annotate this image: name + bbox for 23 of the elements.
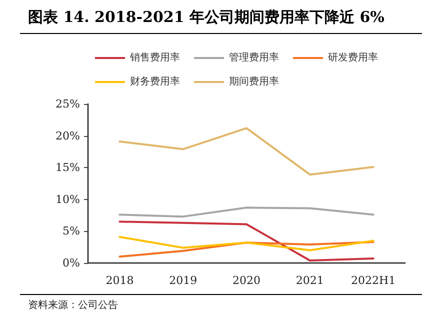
y-tick-label: 25% — [56, 98, 80, 110]
line-series — [118, 220, 374, 262]
legend-label: 销售费用率 — [129, 52, 180, 64]
line-series — [118, 206, 374, 218]
x-tick-label: 2018 — [106, 274, 134, 287]
legend-label: 财务费用率 — [130, 76, 180, 88]
y-tick-label: 20% — [56, 129, 80, 142]
legend-label: 研发费用率 — [328, 52, 378, 64]
y-tick-label: 5% — [62, 224, 80, 238]
line-series — [118, 236, 374, 252]
y-tick-label: 10% — [56, 192, 80, 206]
x-tick-label: 2021 — [296, 274, 324, 287]
x-tick-label: 2020 — [232, 274, 260, 287]
x-tick-label: 2022H1 — [351, 274, 396, 287]
line-series — [118, 127, 374, 176]
y-tick-label: 0% — [62, 256, 80, 270]
line-series — [118, 241, 374, 258]
legend-label: 管理费用率 — [229, 52, 279, 64]
x-tick-label: 2019 — [169, 274, 198, 287]
chart-title: 图表 14. 2018-2021 年公司期间费用率下降近 6% — [28, 8, 384, 27]
y-tick-label: 15% — [56, 161, 80, 174]
text: 资料来源：公司公告 — [28, 298, 118, 312]
legend-label: 期间费用率 — [229, 76, 279, 88]
